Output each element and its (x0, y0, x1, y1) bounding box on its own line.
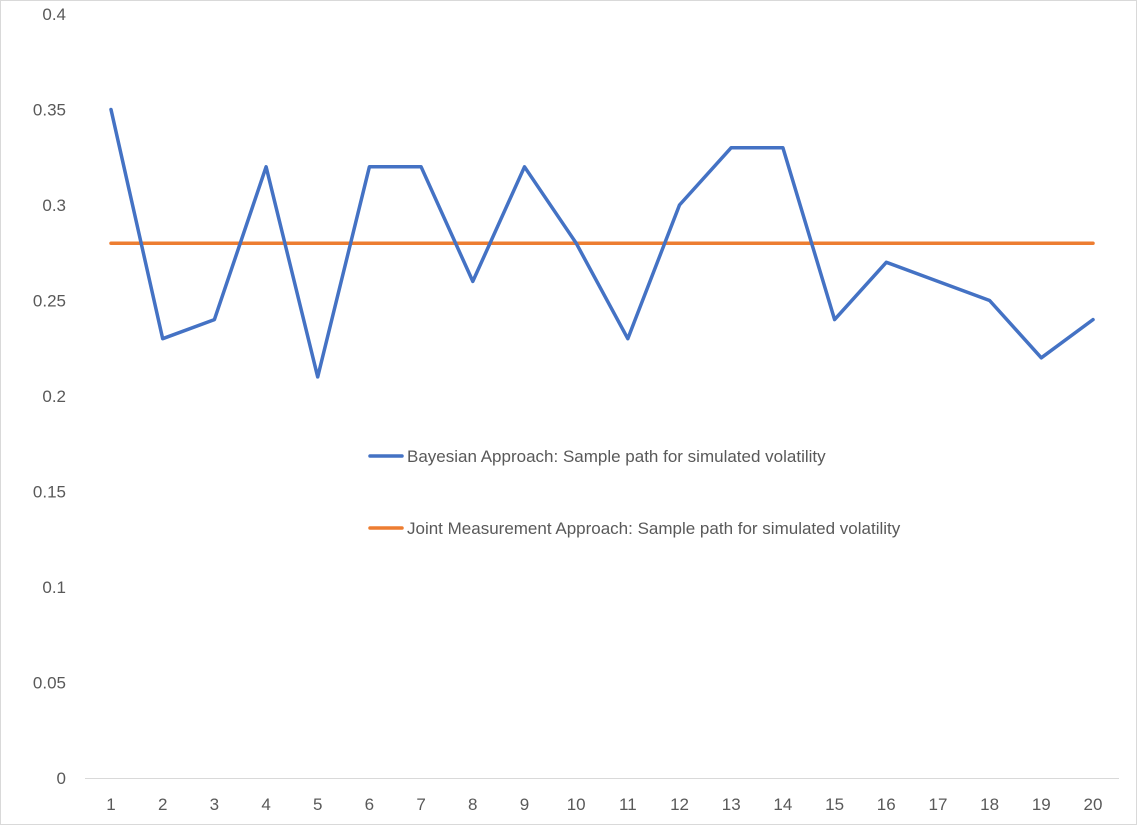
x-tick-label: 6 (365, 795, 374, 814)
y-tick-label: 0.25 (33, 292, 66, 311)
x-tick-label: 12 (670, 795, 689, 814)
x-tick-label: 9 (520, 795, 529, 814)
x-tick-label: 14 (773, 795, 792, 814)
y-tick-label: 0.4 (42, 5, 66, 24)
x-tick-label: 2 (158, 795, 167, 814)
y-tick-label: 0 (57, 769, 66, 788)
legend-label: Bayesian Approach: Sample path for simul… (407, 447, 826, 466)
legend-label: Joint Measurement Approach: Sample path … (407, 519, 901, 538)
y-axis-ticks: 0 0.05 0.1 0.15 0.2 0.25 0.3 0.35 0.4 (33, 5, 66, 788)
y-tick-label: 0.1 (42, 578, 66, 597)
x-tick-label: 10 (567, 795, 586, 814)
x-tick-label: 8 (468, 795, 477, 814)
y-tick-label: 0.05 (33, 674, 66, 693)
x-tick-label: 13 (722, 795, 741, 814)
y-tick-label: 0.3 (42, 196, 66, 215)
x-tick-label: 7 (416, 795, 425, 814)
x-tick-label: 4 (261, 795, 270, 814)
x-tick-label: 17 (928, 795, 947, 814)
x-tick-label: 16 (877, 795, 896, 814)
legend: Bayesian Approach: Sample path for simul… (368, 447, 901, 538)
x-tick-label: 11 (619, 795, 637, 814)
x-tick-label: 5 (313, 795, 322, 814)
x-tick-label: 3 (210, 795, 219, 814)
x-tick-label: 15 (825, 795, 844, 814)
series-line-1 (109, 107, 1095, 379)
series-lines (109, 107, 1095, 379)
x-tick-label: 1 (106, 795, 115, 814)
x-tick-label: 20 (1084, 795, 1103, 814)
x-axis-ticks: 1 2 3 4 5 6 7 8 9 10 11 12 13 14 15 16 17 18 19 20 (106, 795, 1102, 814)
y-tick-label: 0.2 (42, 387, 66, 406)
y-tick-label: 0.15 (33, 483, 66, 502)
x-tick-label: 19 (1032, 795, 1051, 814)
y-tick-label: 0.35 (33, 101, 66, 120)
x-tick-label: 18 (980, 795, 999, 814)
